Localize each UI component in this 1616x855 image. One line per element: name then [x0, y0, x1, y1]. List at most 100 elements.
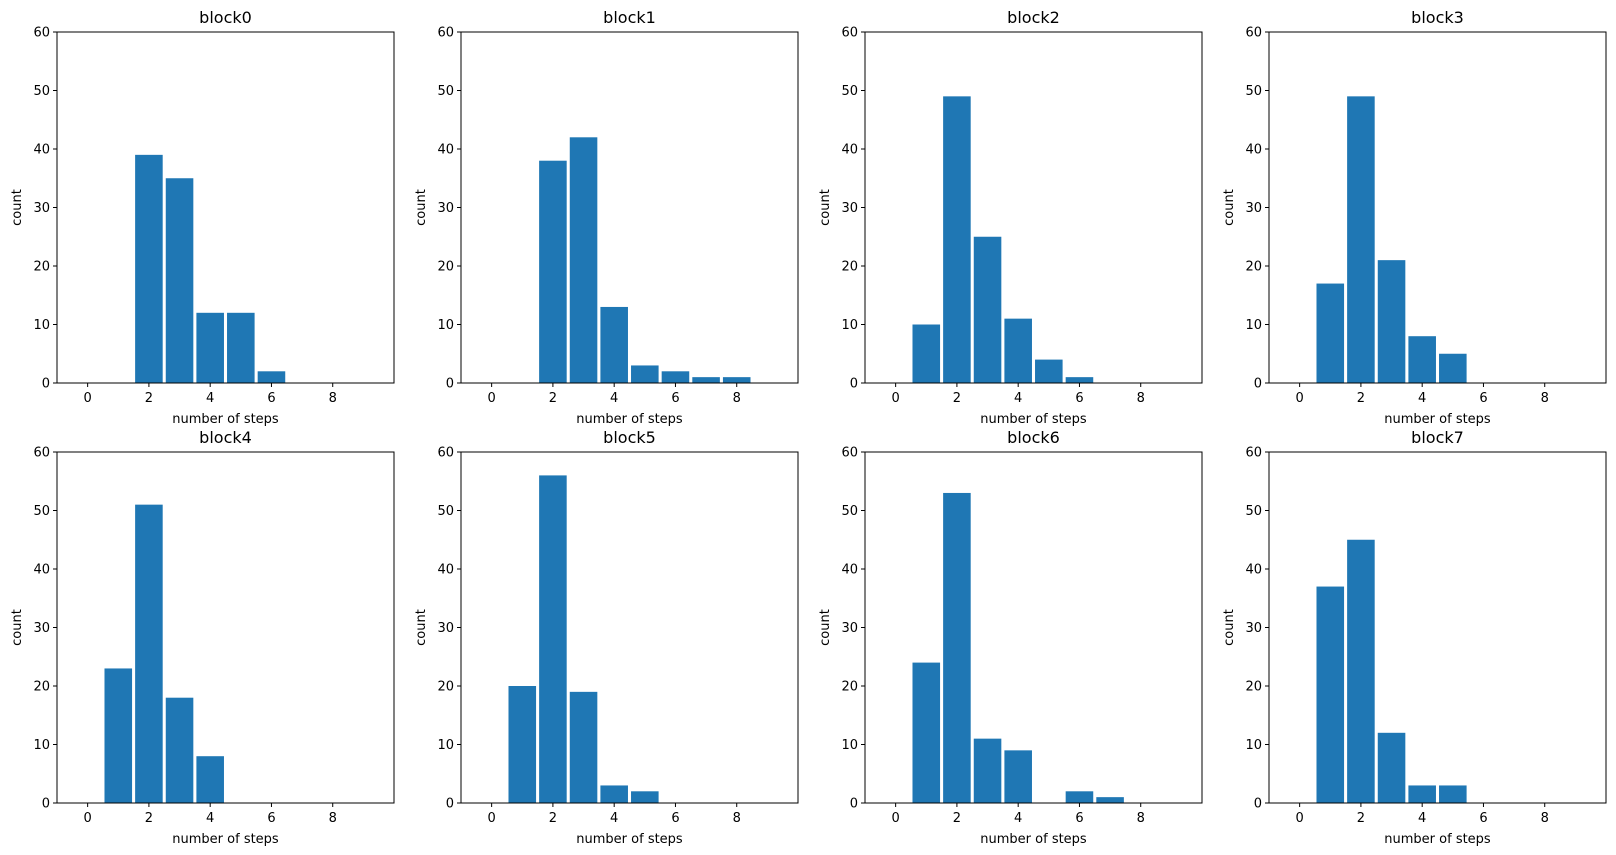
bar-block4-1	[104, 668, 133, 803]
y-tick-label: 20	[1245, 260, 1262, 275]
x-tick-label: 6	[1479, 391, 1487, 406]
y-tick-label: 30	[33, 201, 50, 216]
x-tick-label: 8	[329, 811, 337, 826]
y-tick-label: 20	[33, 260, 50, 275]
x-tick-label: 0	[487, 391, 495, 406]
y-tick-label: 0	[446, 377, 454, 392]
y-axis-label: count	[1222, 609, 1237, 646]
x-tick-label: 2	[1357, 391, 1365, 406]
y-tick-label: 60	[841, 446, 858, 461]
bar-block5-1	[508, 686, 537, 803]
y-axis-label: count	[1222, 189, 1237, 226]
y-tick-label: 20	[841, 680, 858, 695]
x-tick-label: 2	[953, 811, 961, 826]
bar-block3-4	[1408, 336, 1436, 383]
y-axis-label: count	[414, 189, 429, 226]
bar-block2-4	[1004, 318, 1032, 383]
bar-block0-6	[257, 371, 286, 383]
bar-block5-3	[569, 691, 598, 803]
y-tick-label: 50	[1245, 504, 1262, 519]
subplot-block6: 0 10 20 30 40 50 60 0 2 4 6 8 block6 number of steps c…	[818, 428, 1203, 847]
y-axis-label: count	[10, 609, 25, 646]
y-tick-label: 0	[446, 797, 454, 812]
y-tick-label: 0	[850, 797, 858, 812]
y-tick-label: 10	[841, 318, 858, 333]
y-tick-label: 50	[437, 504, 454, 519]
x-tick-label: 2	[953, 391, 961, 406]
y-tick-label: 50	[33, 504, 50, 519]
y-tick-label: 10	[437, 738, 454, 753]
subplot-block7: 0 10 20 30 40 50 60 0 2 4 6 8 block7 number of steps c…	[1222, 428, 1607, 847]
y-tick-label: 50	[841, 84, 858, 99]
y-tick-label: 30	[841, 621, 858, 636]
y-tick-label: 10	[33, 318, 50, 333]
plot-frame	[460, 31, 799, 384]
x-tick-label: 2	[549, 811, 557, 826]
bar-block4-3	[165, 697, 194, 803]
bar-block6-3	[973, 738, 1002, 803]
subplot-block2: 0 10 20 30 40 50 60 0 2 4 6 8 block2 number of steps c…	[818, 8, 1203, 427]
y-tick-label: 0	[42, 797, 50, 812]
bar-block6-1	[912, 662, 941, 803]
y-axis-label: count	[414, 609, 429, 646]
y-tick-label: 60	[33, 446, 50, 461]
x-axis-label: number of steps	[980, 832, 1087, 847]
y-tick-label: 10	[437, 318, 454, 333]
y-tick-label: 0	[1254, 377, 1262, 392]
x-tick-label: 0	[83, 811, 91, 826]
x-tick-label: 8	[733, 391, 741, 406]
bar-block7-4	[1408, 785, 1436, 803]
subplot-block3: 0 10 20 30 40 50 60 0 2 4 6 8 block3 number of steps c…	[1222, 8, 1607, 427]
bar-block4-2	[135, 504, 163, 803]
x-tick-label: 4	[206, 811, 214, 826]
bar-block1-6	[661, 371, 690, 383]
x-tick-label: 6	[267, 391, 275, 406]
bar-block1-4	[600, 306, 628, 383]
x-tick-label: 4	[1418, 391, 1426, 406]
x-tick-label: 6	[267, 811, 275, 826]
y-tick-label: 30	[437, 621, 454, 636]
bar-block1-3	[569, 137, 598, 383]
x-axis-label: number of steps	[172, 412, 279, 427]
x-tick-label: 6	[1479, 811, 1487, 826]
x-tick-label: 4	[1014, 391, 1022, 406]
bar-block0-5	[227, 312, 255, 383]
x-axis-label: number of steps	[576, 832, 683, 847]
y-tick-label: 40	[33, 143, 50, 158]
x-axis-label: number of steps	[576, 412, 683, 427]
y-tick-label: 40	[841, 563, 858, 578]
y-tick-label: 50	[841, 504, 858, 519]
bar-block2-5	[1035, 359, 1063, 383]
y-tick-label: 50	[437, 84, 454, 99]
chart-title: block1	[603, 8, 656, 27]
bar-block3-2	[1347, 96, 1375, 383]
chart-title: block5	[603, 428, 656, 447]
y-tick-label: 20	[33, 680, 50, 695]
y-tick-label: 20	[1245, 680, 1262, 695]
y-tick-label: 30	[33, 621, 50, 636]
bar-block1-7	[692, 377, 720, 383]
y-tick-label: 60	[1245, 26, 1262, 41]
y-tick-label: 40	[437, 143, 454, 158]
bar-block6-7	[1096, 797, 1124, 803]
bar-block0-2	[135, 154, 163, 383]
x-tick-label: 0	[83, 391, 91, 406]
x-tick-label: 8	[1541, 391, 1549, 406]
x-tick-label: 8	[733, 811, 741, 826]
x-tick-label: 0	[487, 811, 495, 826]
x-tick-label: 6	[671, 811, 679, 826]
y-tick-label: 10	[841, 738, 858, 753]
bar-block3-1	[1316, 283, 1345, 383]
x-axis-label: number of steps	[1384, 832, 1491, 847]
chart-title: block3	[1411, 8, 1464, 27]
x-tick-label: 2	[1357, 811, 1365, 826]
x-axis-label: number of steps	[172, 832, 279, 847]
y-tick-label: 10	[33, 738, 50, 753]
y-tick-label: 40	[33, 563, 50, 578]
y-tick-label: 0	[42, 377, 50, 392]
y-tick-label: 30	[841, 201, 858, 216]
y-axis-label: count	[10, 189, 25, 226]
x-tick-label: 0	[891, 391, 899, 406]
y-tick-label: 0	[1254, 797, 1262, 812]
chart-title: block0	[199, 8, 252, 27]
